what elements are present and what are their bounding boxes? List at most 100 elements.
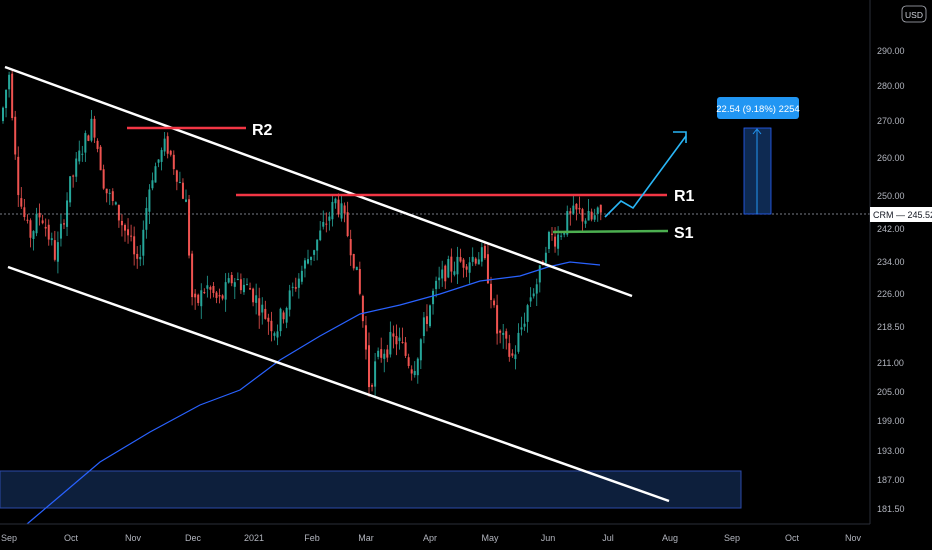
candle-body	[392, 333, 395, 337]
candle-body	[328, 216, 331, 221]
candle-body	[166, 136, 169, 154]
candle-body	[499, 330, 502, 333]
candle-body	[471, 256, 474, 262]
candle-body	[56, 242, 59, 262]
candle-body	[322, 222, 325, 227]
candle-body	[117, 204, 120, 221]
candle-body	[233, 282, 236, 287]
x-tick-label: 2021	[244, 533, 264, 543]
candle-body	[264, 308, 267, 319]
candle-body	[209, 287, 212, 290]
candle-body	[69, 176, 72, 203]
x-tick-label: Oct	[64, 533, 79, 543]
candle-body	[331, 201, 334, 220]
candle-body	[17, 156, 20, 196]
candle-body	[50, 238, 53, 241]
candle-body	[386, 349, 389, 358]
candle-body	[47, 224, 50, 240]
r1-label: R1	[674, 188, 695, 205]
candle-body	[520, 327, 523, 330]
x-tick-label: Dec	[185, 533, 202, 543]
y-tick-label: 187.00	[877, 475, 905, 485]
x-tick-label: Oct	[785, 533, 800, 543]
candle-body	[422, 317, 425, 337]
candle-body	[319, 230, 322, 241]
candle-body	[477, 259, 480, 265]
candle-body	[532, 293, 535, 297]
candle-body	[114, 202, 117, 205]
candle-body	[578, 207, 581, 210]
candle-body	[157, 159, 160, 163]
y-tick-label: 234.00	[877, 257, 905, 267]
projection-path[interactable]	[604, 135, 687, 218]
candle-body	[285, 307, 288, 323]
candle-body	[261, 304, 264, 313]
candle-body	[294, 287, 297, 289]
candle-body	[53, 240, 56, 260]
last-price-tag: CRM — 245.52	[873, 210, 932, 220]
candle-body	[29, 220, 32, 238]
candle-body	[572, 205, 575, 214]
candle-body	[462, 259, 465, 268]
candle-body	[26, 219, 29, 221]
candle-body	[514, 354, 517, 360]
candle-body	[303, 260, 306, 269]
candle-body	[502, 332, 505, 335]
candle-body	[355, 266, 358, 270]
channel-lower-line[interactable]	[7, 265, 670, 503]
y-tick-label: 205.00	[877, 387, 905, 397]
candle-body	[432, 290, 435, 305]
s1-level-line[interactable]	[552, 229, 669, 234]
candle-body	[72, 175, 75, 177]
candle-body	[587, 210, 590, 221]
candle-body	[297, 278, 300, 288]
candle-body	[145, 208, 148, 230]
candle-body	[93, 118, 96, 138]
candle-body	[456, 256, 459, 275]
candle-body	[316, 239, 319, 251]
candle-body	[358, 269, 361, 294]
candle-body	[416, 358, 419, 376]
y-tick-label: 280.00	[877, 81, 905, 91]
y-tick-label: 199.00	[877, 416, 905, 426]
candle-body	[560, 235, 563, 237]
candle-body	[99, 146, 102, 171]
candle-body	[401, 341, 404, 343]
y-tick-label: 218.50	[877, 322, 905, 332]
y-tick-label: 226.00	[877, 289, 905, 299]
last-price-tag-box	[870, 207, 932, 222]
candle-body	[8, 74, 11, 90]
candle-body	[282, 312, 285, 320]
price-axis[interactable]: 181.50 187.00 193.00 199.00 205.00 211.00 218.…	[877, 46, 905, 514]
candle-body	[185, 199, 187, 202]
candle-body	[529, 297, 532, 302]
candle-body	[224, 282, 227, 300]
x-tick-label: Nov	[125, 533, 142, 543]
candle-body	[111, 191, 114, 201]
candle-body	[554, 236, 557, 247]
candle-body	[310, 256, 313, 260]
channel-upper-line[interactable]	[4, 65, 633, 298]
candle-body	[435, 280, 438, 290]
candle-body	[203, 292, 206, 294]
support-zone-box[interactable]	[0, 470, 742, 509]
candle-body	[194, 293, 197, 298]
candle-body	[383, 353, 386, 359]
x-tick-label: Feb	[304, 533, 320, 543]
currency-badge[interactable]: USD	[905, 10, 923, 20]
time-axis[interactable]: Sep Oct Nov Dec 2021 Feb Mar Apr May Jun Jul Aug Sep…	[1, 533, 862, 543]
candle-body	[300, 270, 303, 282]
candle-body	[139, 256, 142, 260]
candle-body	[169, 150, 172, 155]
candle-body	[523, 323, 526, 327]
candle-body	[23, 207, 26, 218]
candle-body	[352, 253, 355, 269]
candle-body	[557, 234, 560, 249]
candle-body	[172, 154, 175, 170]
candle-body	[535, 284, 538, 294]
candle-body	[154, 166, 157, 183]
currency-badge-box[interactable]	[901, 5, 927, 23]
candle-body	[246, 284, 248, 286]
candle-body	[508, 343, 511, 357]
